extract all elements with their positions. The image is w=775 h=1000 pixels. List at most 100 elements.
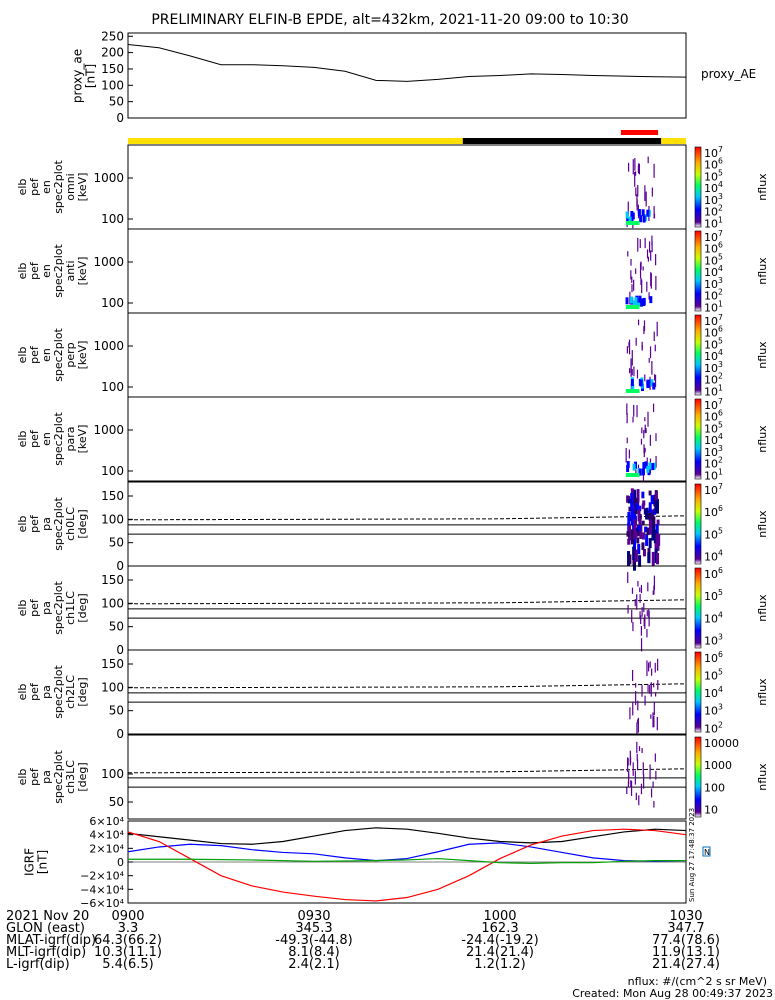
colorbar-tick-label: 101 <box>704 299 723 314</box>
panel-ylabel-line: spec2plot <box>52 244 65 298</box>
data-streak <box>641 503 645 510</box>
data-streak <box>629 368 631 374</box>
data-streak <box>640 615 642 625</box>
igrf-tick-label: −2×10⁴ <box>80 870 124 883</box>
colorbar-label: nflux <box>756 341 769 369</box>
data-streak <box>644 447 646 453</box>
colorbar-tick-label: 102 <box>704 720 723 735</box>
colorbar-tick-label: 106 <box>704 157 723 172</box>
data-streak <box>630 363 632 377</box>
colorbar-tick-label: 104 <box>704 549 723 564</box>
panel-frame <box>127 396 687 482</box>
data-streak <box>633 509 637 520</box>
proxy-ae-tick-label: 50 <box>109 95 124 109</box>
low-energy-flux <box>652 462 656 470</box>
time-row-value: 5.4(6.5) <box>102 957 154 972</box>
panel-ylabel-line: pa <box>40 601 53 615</box>
data-streak <box>628 506 632 512</box>
data-streak <box>634 177 636 187</box>
panel-tick-label: 100 <box>101 380 124 394</box>
panel-ylabel-line: para <box>64 427 77 452</box>
panel-tick-label: 1000 <box>93 171 124 185</box>
night-segment <box>462 138 662 144</box>
panel-ylabel-line: ch1LC <box>64 591 77 625</box>
data-streak <box>643 602 645 613</box>
panel-ylabel-line: en <box>40 432 53 446</box>
data-streak <box>653 701 655 716</box>
data-streak <box>633 404 635 417</box>
panel-ylabel-line: pa <box>40 517 53 531</box>
data-streak <box>642 762 644 775</box>
data-streak <box>634 171 637 176</box>
time-tick-label: 0930 <box>297 909 330 924</box>
data-streak <box>628 554 632 565</box>
low-energy-flux <box>647 209 651 217</box>
data-streak <box>640 783 643 795</box>
data-streak <box>637 185 639 197</box>
data-streak <box>639 239 641 248</box>
data-streak <box>631 276 633 283</box>
panel-frame <box>127 649 687 735</box>
loss-cone-dashed <box>127 515 687 521</box>
loss-cone-dashed <box>127 683 687 689</box>
data-streak <box>650 788 653 798</box>
data-streak <box>634 158 636 171</box>
data-streak <box>634 550 638 562</box>
colorbar-tick-label: 107 <box>704 229 723 244</box>
igrf-series-line <box>127 828 687 902</box>
panel-ylabel-line: spec2plot <box>52 160 65 214</box>
panel-ylabel-line: spec2plot <box>52 581 65 635</box>
data-streak <box>638 505 642 512</box>
data-streak <box>636 537 640 544</box>
data-streak <box>653 206 655 219</box>
low-energy-flux <box>631 384 635 392</box>
igrf-ylabel-line: [nT] <box>36 850 50 874</box>
panel-ylabel-line: pef <box>28 261 41 280</box>
low-energy-flux <box>638 468 642 476</box>
panel-ylabel-line: spec2plot <box>52 328 65 382</box>
data-streak <box>634 599 636 607</box>
data-streak <box>657 680 659 690</box>
data-streak <box>643 773 645 789</box>
data-streak <box>627 512 631 525</box>
time-row-value: 2.4(2.1) <box>288 957 340 972</box>
panel-ylabel-line: spec2plot <box>52 750 65 804</box>
data-streak <box>636 194 638 207</box>
data-streak <box>645 534 649 546</box>
data-streak <box>653 800 655 808</box>
colorbar-label: nflux <box>756 510 769 538</box>
time-row-value: 10.3(11.1) <box>94 945 162 960</box>
colorbar-tick-label: 105 <box>704 588 723 603</box>
data-streak <box>630 270 632 280</box>
data-streak <box>627 538 631 545</box>
panel-ylabel-line: [deg] <box>76 762 89 791</box>
data-streak <box>641 491 645 499</box>
data-streak <box>629 750 631 766</box>
panel-tick-label: 100 <box>101 212 124 226</box>
colorbar-label: nflux <box>756 425 769 453</box>
data-streak <box>636 489 640 503</box>
time-row-label: L-igrf(dip) <box>6 957 70 972</box>
data-streak <box>657 533 661 546</box>
panel-ylabel-line: pef <box>28 682 41 701</box>
data-streak <box>650 250 652 261</box>
data-streak <box>638 746 641 752</box>
data-streak <box>627 201 629 216</box>
data-streak <box>655 524 659 538</box>
low-energy-flux <box>625 297 629 305</box>
data-streak <box>650 272 652 287</box>
data-streak <box>644 424 646 434</box>
panel-omni: elb pef en spec2plot omni [keV] 10001001071061… <box>16 144 769 230</box>
data-streak <box>656 519 660 525</box>
data-streak <box>656 716 658 731</box>
data-streak <box>634 171 636 178</box>
panel-ch3LC: elb pef pa spec2plot ch3LC [deg] 100 50 10000 100… <box>16 734 769 820</box>
data-streak <box>652 590 654 595</box>
proxy-ae-tick-label: 100 <box>101 78 124 92</box>
data-streak <box>636 369 639 379</box>
loss-cone-dashed <box>127 768 687 774</box>
low-energy-flux <box>630 379 634 387</box>
panel-ylabel-line: spec2plot <box>52 665 65 719</box>
panel-tick-label: 100 <box>101 596 124 610</box>
